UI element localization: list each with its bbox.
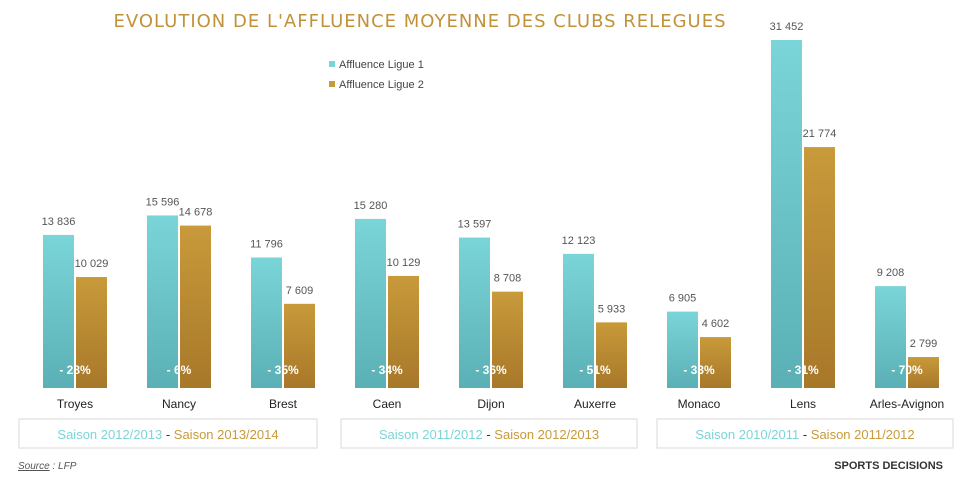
value-label-ligue2-5: 5 933 (598, 303, 626, 315)
season-ligue2-2: Saison 2011/2012 (811, 427, 915, 442)
change-label-2: - 35% (267, 363, 299, 377)
season-label-1: Saison 2011/2012 - Saison 2012/2013 (379, 427, 599, 442)
season-label-2: Saison 2010/2011 - Saison 2011/2012 (695, 427, 914, 442)
category-label-6: Monaco (678, 397, 721, 411)
bar-ligue2-1 (180, 225, 211, 388)
bar-ligue1-8 (875, 286, 906, 388)
bar-ligue1-2 (251, 257, 282, 388)
category-label-7: Lens (790, 397, 816, 411)
value-label-ligue1-3: 15 280 (354, 200, 388, 212)
bars-group (43, 40, 939, 388)
source-label: Source (18, 461, 50, 472)
value-label-ligue1-7: 31 452 (770, 21, 804, 33)
season-box-0 (18, 418, 318, 449)
season-ligue2-0: Saison 2013/2014 (174, 427, 279, 442)
bar-ligue2-2 (284, 303, 315, 388)
value-label-ligue1-4: 13 597 (458, 219, 492, 231)
change-label-0: - 28% (59, 363, 91, 377)
bar-ligue2-8 (908, 357, 939, 388)
value-label-ligue1-5: 12 123 (562, 235, 596, 247)
category-label-0: Troyes (57, 397, 93, 411)
value-label-ligue2-8: 2 799 (910, 338, 938, 350)
legend: Affluence Ligue 1 Affluence Ligue 2 (329, 59, 424, 91)
chart-title: EVOLUTION DE L'AFFLUENCE MOYENNE DES CLU… (113, 11, 726, 32)
season-box-1 (340, 418, 638, 449)
value-label-ligue2-2: 7 609 (286, 285, 314, 297)
season-ligue1-2: Saison 2010/2011 (695, 427, 799, 442)
bar-ligue1-0 (43, 234, 74, 388)
legend-label-ligue2: Affluence Ligue 2 (339, 79, 424, 91)
value-label-ligue1-8: 9 208 (877, 267, 905, 279)
bar-ligue1-4 (459, 237, 490, 388)
bar-ligue1-6 (667, 311, 698, 388)
season-box-2 (656, 418, 954, 449)
season-label-0: Saison 2012/2013 - Saison 2013/2014 (57, 427, 278, 442)
value-label-ligue2-6: 4 602 (702, 318, 730, 330)
season-ligue2-1: Saison 2012/2013 (494, 427, 599, 442)
bar-ligue2-6 (700, 337, 731, 388)
season-ligue1-0: Saison 2012/2013 (57, 427, 162, 442)
legend-swatch-ligue2 (329, 81, 335, 87)
value-label-ligue2-7: 21 774 (803, 128, 837, 140)
bar-ligue1-7 (771, 40, 802, 388)
season-sep-1: - (483, 427, 495, 442)
source-note: Source : LFP (18, 461, 77, 472)
season-sep-0: - (162, 427, 174, 442)
change-label-3: - 34% (371, 363, 403, 377)
value-label-ligue1-2: 11 796 (250, 238, 283, 250)
legend-swatch-ligue1 (329, 61, 335, 67)
legend-label-ligue1: Affluence Ligue 1 (339, 59, 424, 71)
change-label-8: - 70% (891, 363, 923, 377)
bar-ligue1-3 (355, 218, 386, 388)
seasons-group: Saison 2012/2013 - Saison 2013/2014 Saiso… (18, 418, 954, 449)
bar-ligue2-3 (388, 275, 419, 388)
change-label-7: - 31% (787, 363, 819, 377)
value-label-ligue1-0: 13 836 (42, 216, 76, 228)
change-label-1: - 6% (167, 363, 192, 377)
bar-ligue2-5 (596, 322, 627, 388)
value-label-ligue2-0: 10 029 (75, 258, 109, 270)
value-label-ligue2-3: 10 129 (387, 257, 421, 269)
change-label-5: - 51% (579, 363, 611, 377)
change-label-4: - 36% (475, 363, 507, 377)
category-label-1: Nancy (162, 397, 196, 411)
category-label-2: Brest (269, 397, 298, 411)
value-label-ligue2-4: 8 708 (494, 273, 522, 285)
change-label-6: - 33% (683, 363, 715, 377)
value-label-ligue1-1: 15 596 (146, 196, 180, 208)
bar-ligue2-7 (804, 147, 835, 388)
category-label-3: Caen (373, 397, 402, 411)
bar-ligue1-5 (563, 253, 594, 388)
value-label-ligue1-6: 6 905 (669, 293, 697, 305)
category-label-4: Dijon (477, 397, 504, 411)
bar-ligue2-4 (492, 291, 523, 388)
bar-ligue2-0 (76, 277, 107, 388)
category-label-5: Auxerre (574, 397, 616, 411)
bar-ligue1-1 (147, 215, 178, 388)
brand-logo: SPORTS DECISIONS (834, 460, 943, 472)
season-ligue1-1: Saison 2011/2012 (379, 427, 483, 442)
value-label-ligue2-1: 14 678 (179, 207, 213, 219)
source-value: : LFP (50, 461, 77, 472)
category-label-8: Arles-Avignon (870, 397, 944, 411)
season-sep-2: - (799, 427, 811, 442)
